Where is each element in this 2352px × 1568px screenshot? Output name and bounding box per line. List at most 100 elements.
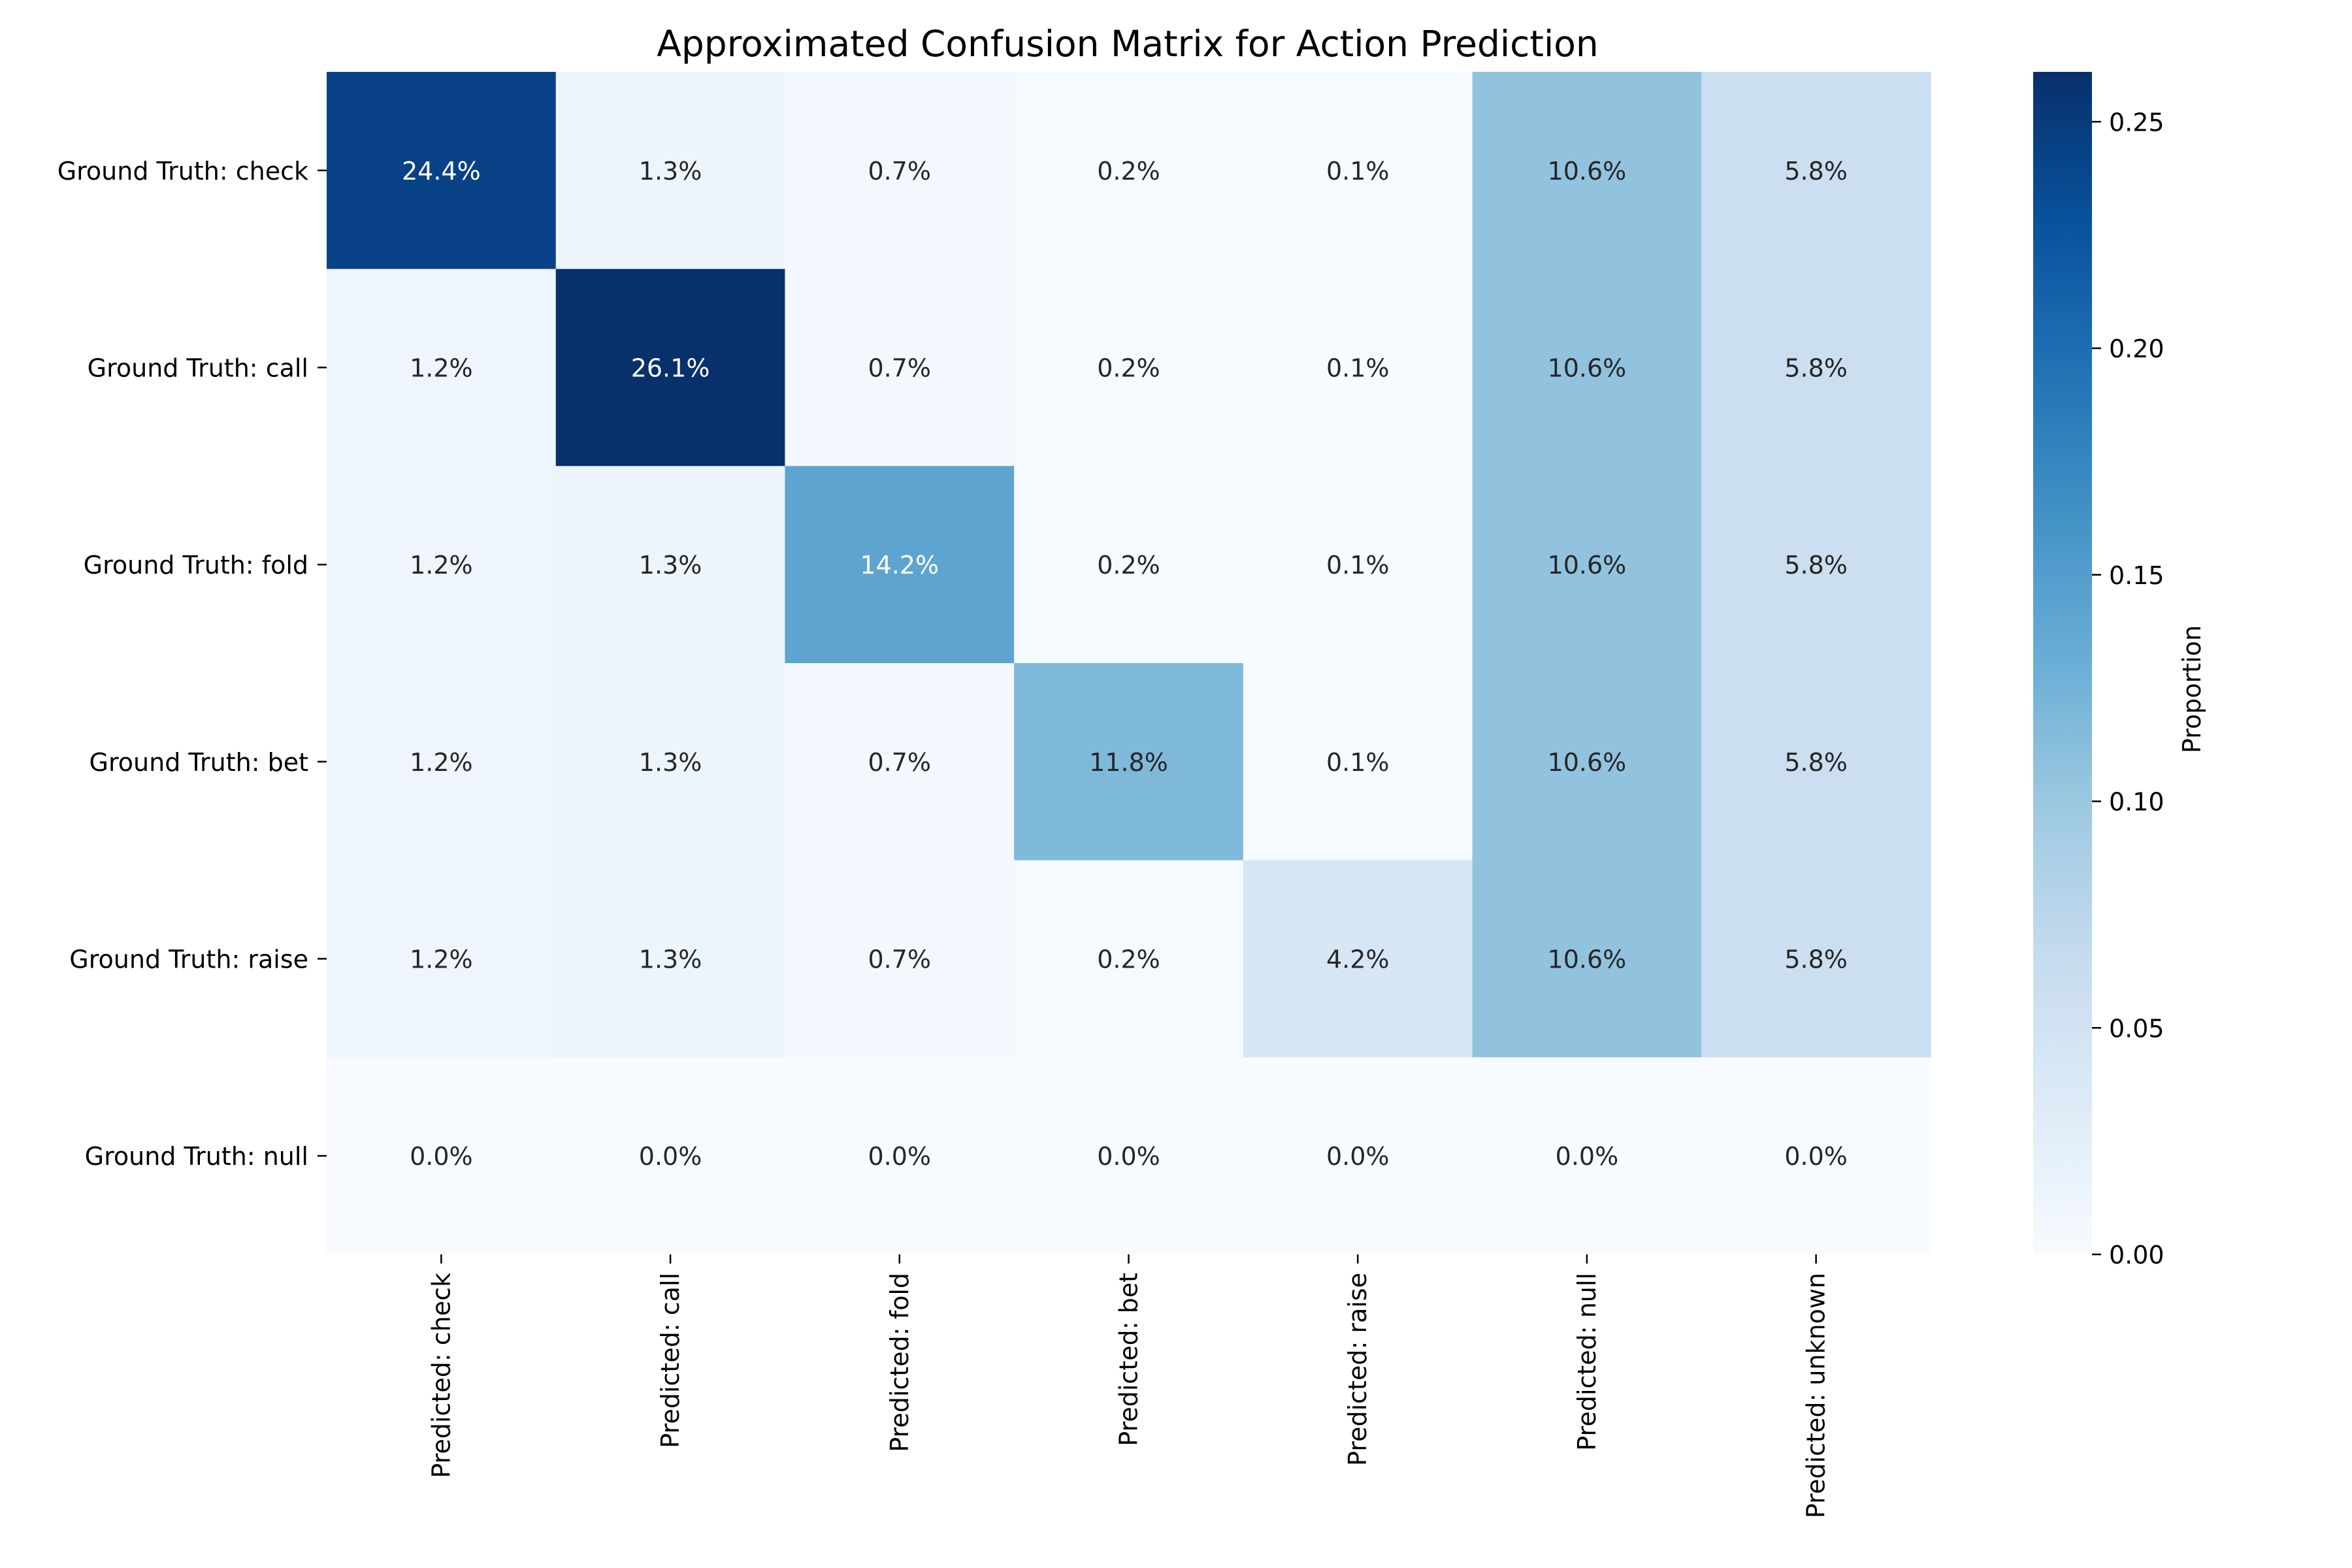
- col-label-0: Predicted: check: [427, 1273, 455, 1478]
- heatmap-cell-r1-c2: [785, 269, 1015, 466]
- cell-annotation-r4-c6: 5.8%: [1784, 945, 1848, 974]
- heatmap-cell-r3-c4: [1243, 663, 1473, 861]
- cell-annotation-r5-c0: 0.0%: [410, 1142, 473, 1171]
- heatmap-cell-r0-c6: [1701, 72, 1931, 270]
- row-label-1: Ground Truth: call: [88, 354, 308, 383]
- heatmap-cell-r4-c6: [1701, 860, 1931, 1058]
- heatmap-cell-r0-c4: [1243, 72, 1473, 270]
- heatmap-cell-r5-c3: [1014, 1057, 1244, 1255]
- cell-annotation-r5-c2: 0.0%: [868, 1142, 932, 1171]
- heatmap-cell-r2-c0: [327, 466, 557, 664]
- chart-title: Approximated Confusion Matrix for Action…: [657, 23, 1599, 65]
- cell-annotation-r5-c4: 0.0%: [1326, 1142, 1390, 1171]
- heatmap-cell-r4-c2: [785, 860, 1015, 1058]
- colorbar: 0.00 0.05 0.10 0.15 0.20 0.25: [2033, 72, 2164, 1269]
- heatmap-cell-r1-c4: [1243, 269, 1473, 466]
- heatmap-cell-r5-c1: [555, 1057, 786, 1255]
- row-label-3: Ground Truth: bet: [90, 748, 308, 777]
- cell-annotation-r5-c1: 0.0%: [639, 1142, 702, 1171]
- col-labels: Predicted: check Predicted: call Predicted…: [427, 1254, 1831, 1518]
- cell-annotations: 24.4% 1.3% 0.7% 0.2% 0.1% 10.6% 5.8% 1.2% 26.1% 0…: [402, 157, 1848, 1171]
- heatmap-cell-r1-c5: [1472, 269, 1702, 466]
- cell-annotation-r2-c4: 0.1%: [1326, 551, 1390, 580]
- row-label-4: Ground Truth: raise: [69, 945, 308, 974]
- heatmap-cell-r1-c1: [555, 269, 786, 466]
- cell-annotation-r1-c2: 0.7%: [868, 354, 932, 383]
- colorbar-gradient: [2033, 72, 2092, 1254]
- heatmap-cell-r2-c3: [1014, 466, 1244, 664]
- cell-annotation-r2-c2: 14.2%: [860, 551, 939, 580]
- heatmap-cell-r3-c0: [327, 663, 557, 861]
- cell-annotation-r4-c1: 1.3%: [639, 945, 702, 974]
- heatmap-cell-r2-c6: [1701, 466, 1931, 664]
- cell-annotation-r5-c5: 0.0%: [1556, 1142, 1619, 1171]
- cell-annotation-r2-c5: 10.6%: [1548, 551, 1627, 580]
- cell-annotation-r2-c0: 1.2%: [410, 551, 473, 580]
- heatmap-cell-r2-c1: [555, 466, 786, 664]
- heatmap-cell-r3-c5: [1472, 663, 1702, 861]
- heatmap-cell-r0-c2: [785, 72, 1015, 270]
- cell-annotation-r1-c1: 26.1%: [631, 354, 710, 383]
- cell-annotation-r0-c0: 24.4%: [402, 157, 481, 186]
- heatmap-cell-r1-c6: [1701, 269, 1931, 466]
- heatmap-cell-r3-c3: [1014, 663, 1244, 861]
- cell-annotation-r4-c5: 10.6%: [1548, 945, 1627, 974]
- colorbar-tick-label-2: 0.10: [2109, 788, 2164, 817]
- heatmap-cell-r0-c3: [1014, 72, 1244, 270]
- heatmap-cell-r2-c2: [785, 466, 1015, 664]
- cell-annotation-r3-c0: 1.2%: [410, 748, 473, 777]
- heatmap-cell-r1-c0: [327, 269, 557, 466]
- heatmap-cell-r5-c2: [785, 1057, 1015, 1255]
- cell-annotation-r1-c3: 0.2%: [1097, 354, 1160, 383]
- cell-annotation-r5-c3: 0.0%: [1097, 1142, 1160, 1171]
- cell-annotation-r2-c1: 1.3%: [639, 551, 702, 580]
- heatmap-cells: [327, 72, 1931, 1255]
- col-label-1: Predicted: call: [656, 1273, 685, 1448]
- heatmap-cell-r5-c6: [1701, 1057, 1931, 1255]
- colorbar-tick-label-5: 0.25: [2109, 108, 2164, 137]
- colorbar-tick-label-0: 0.00: [2109, 1241, 2164, 1269]
- heatmap-cell-r2-c5: [1472, 466, 1702, 664]
- cell-annotation-r3-c6: 5.8%: [1784, 748, 1848, 777]
- heatmap-cell-r1-c3: [1014, 269, 1244, 466]
- cell-annotation-r0-c2: 0.7%: [868, 157, 932, 186]
- heatmap-cell-r4-c3: [1014, 860, 1244, 1058]
- cell-annotation-r4-c2: 0.7%: [868, 945, 932, 974]
- cell-annotation-r2-c3: 0.2%: [1097, 551, 1160, 580]
- heatmap-cell-r5-c4: [1243, 1057, 1473, 1255]
- heatmap-cell-r0-c5: [1472, 72, 1702, 270]
- heatmap-cell-r3-c1: [555, 663, 786, 861]
- cell-annotation-r4-c3: 0.2%: [1097, 945, 1160, 974]
- heatmap-cell-r3-c2: [785, 663, 1015, 861]
- heatmap-cell-r4-c5: [1472, 860, 1702, 1058]
- cell-annotation-r3-c4: 0.1%: [1326, 748, 1390, 777]
- colorbar-label: Proportion: [2178, 625, 2206, 753]
- col-label-3: Predicted: bet: [1115, 1273, 1143, 1446]
- col-label-2: Predicted: fold: [885, 1273, 914, 1452]
- heatmap-cell-r3-c6: [1701, 663, 1931, 861]
- cell-annotation-r1-c6: 5.8%: [1784, 354, 1848, 383]
- heatmap-cell-r4-c4: [1243, 860, 1473, 1058]
- heatmap-cell-r0-c0: [327, 72, 557, 270]
- cell-annotation-r0-c5: 10.6%: [1548, 157, 1627, 186]
- colorbar-tick-label-3: 0.15: [2109, 561, 2164, 590]
- cell-annotation-r2-c6: 5.8%: [1784, 551, 1848, 580]
- cell-annotation-r4-c4: 4.2%: [1326, 945, 1390, 974]
- cell-annotation-r0-c6: 5.8%: [1784, 157, 1848, 186]
- colorbar-tick-label-1: 0.05: [2109, 1014, 2164, 1043]
- cell-annotation-r3-c5: 10.6%: [1548, 748, 1627, 777]
- heatmap-cell-r4-c0: [327, 860, 557, 1058]
- heatmap-cell-r5-c5: [1472, 1057, 1702, 1255]
- heatmap-cell-r0-c1: [555, 72, 786, 270]
- colorbar-tick-label-4: 0.20: [2109, 335, 2164, 363]
- cell-annotation-r1-c4: 0.1%: [1326, 354, 1390, 383]
- cell-annotation-r3-c3: 11.8%: [1089, 748, 1168, 777]
- row-label-5: Ground Truth: null: [85, 1142, 308, 1171]
- cell-annotation-r4-c0: 1.2%: [410, 945, 473, 974]
- cell-annotation-r1-c0: 1.2%: [410, 354, 473, 383]
- heatmap-cell-r2-c4: [1243, 466, 1473, 664]
- cell-annotation-r5-c6: 0.0%: [1784, 1142, 1848, 1171]
- row-label-2: Ground Truth: fold: [84, 551, 308, 580]
- cell-annotation-r3-c1: 1.3%: [639, 748, 702, 777]
